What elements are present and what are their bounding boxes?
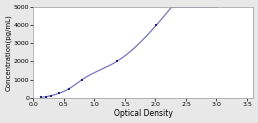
Y-axis label: Concentration(pg/mL): Concentration(pg/mL): [5, 14, 11, 91]
X-axis label: Optical Density: Optical Density: [114, 109, 173, 118]
